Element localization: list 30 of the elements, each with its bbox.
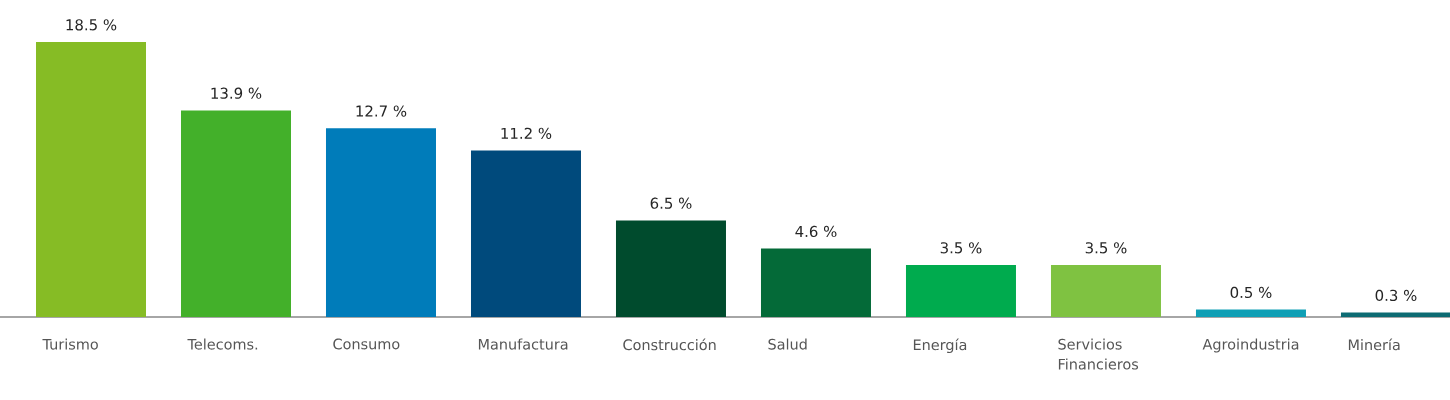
bar <box>1195 309 1306 317</box>
x-tick-label: Telecoms. <box>187 338 258 350</box>
data-label: 18.5 % <box>66 19 117 31</box>
bar <box>760 248 871 317</box>
x-tick-label: Agroindustria <box>1202 338 1299 353</box>
data-label: 4.6 % <box>795 225 837 238</box>
x-tick-label: Turismo <box>42 338 98 350</box>
bar <box>470 150 581 317</box>
data-label: 13.9 % <box>211 87 262 99</box>
x-tick-label: Minería <box>1348 338 1400 351</box>
bar <box>325 128 436 317</box>
bar <box>905 264 1016 317</box>
data-label: 0.5 % <box>1230 286 1272 299</box>
bar <box>180 110 291 317</box>
bar <box>1050 264 1161 317</box>
bar <box>36 42 146 317</box>
data-label: 11.2 % <box>501 127 552 139</box>
data-label: 6.5 % <box>650 197 692 209</box>
x-tick-label: Construcción <box>623 338 716 351</box>
data-label: 0.3 % <box>1375 289 1417 302</box>
x-tick-label: Manufactura <box>478 338 568 350</box>
x-tick-label: Energía <box>913 338 967 354</box>
x-tick-label: Salud <box>768 338 807 350</box>
x-tick-label: Consumo <box>333 338 400 350</box>
bar <box>1340 312 1450 317</box>
x-tick-label: Servicios Financieros <box>1058 338 1139 370</box>
data-label: 3.5 % <box>940 242 982 254</box>
data-label: 3.5 % <box>1085 242 1127 254</box>
bar <box>615 220 726 317</box>
data-label: 12.7 % <box>356 105 407 117</box>
